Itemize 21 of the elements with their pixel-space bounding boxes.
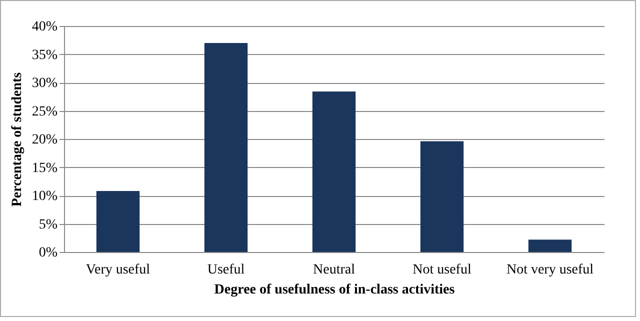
bar bbox=[312, 92, 356, 252]
x-tick-label: Not useful bbox=[412, 262, 472, 278]
y-tick-label: 10% bbox=[32, 189, 58, 204]
y-tick-label: 0% bbox=[38, 246, 58, 260]
y-tick-label: 35% bbox=[32, 48, 58, 63]
x-tick-label: Very useful bbox=[86, 262, 150, 278]
x-axis-title: Degree of usefulness of in-class activities bbox=[214, 282, 456, 298]
y-tick-label: 25% bbox=[32, 104, 58, 120]
bar bbox=[204, 42, 248, 252]
y-axis-title: Percentage of students bbox=[10, 72, 25, 207]
bar bbox=[420, 141, 464, 252]
y-tick-label: 15% bbox=[32, 160, 58, 176]
bar bbox=[96, 190, 140, 252]
y-tick-label: 5% bbox=[38, 217, 58, 232]
x-tick-label: Useful bbox=[207, 262, 245, 278]
y-tick-label: 20% bbox=[32, 132, 58, 148]
bar bbox=[528, 240, 572, 252]
y-tick-label: 30% bbox=[32, 76, 58, 91]
x-tick-label: Neutral bbox=[313, 262, 356, 278]
y-tick-label: 40% bbox=[32, 20, 58, 34]
x-tick-label: Not very useful bbox=[506, 262, 594, 278]
